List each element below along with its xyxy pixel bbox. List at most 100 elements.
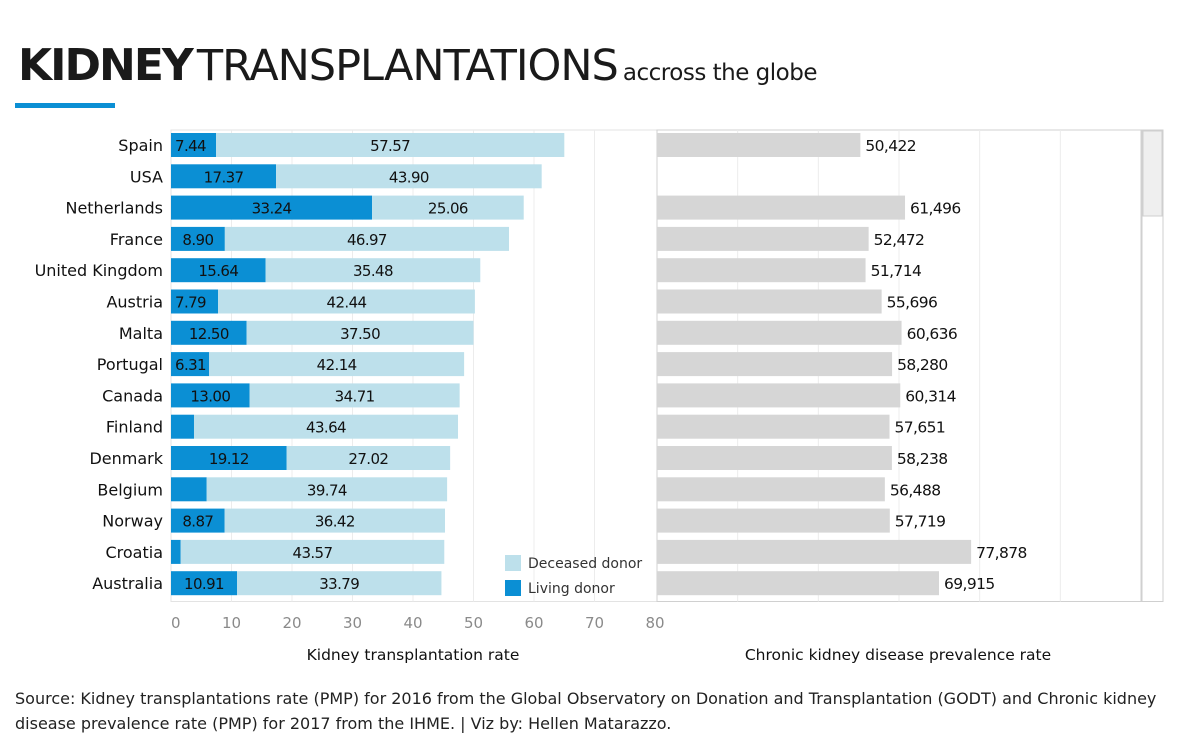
prevalence-bar: [657, 352, 893, 377]
deceased-value-label: 43.90: [389, 168, 429, 186]
title-underline: [15, 103, 115, 108]
deceased-donor-bar: [276, 164, 542, 189]
x-tick-label: 10: [222, 614, 241, 632]
category-label: Denmark: [89, 449, 163, 468]
deceased-value-label: 43.57: [293, 544, 333, 562]
living-value-label: 19.12: [209, 450, 249, 468]
legend: Deceased donor Living donor: [505, 555, 642, 597]
row-denmark: Denmark 19.12 27.02 58,238: [89, 446, 948, 470]
living-value-label: 10.91: [184, 575, 224, 593]
living-value-label: 17.37: [204, 168, 244, 186]
deceased-donor-bar: [286, 446, 451, 470]
prevalence-value-label: 50,422: [865, 137, 916, 155]
chart-canvas: 0 10 20 30 40 50 60 70 80 Kidney transplantation …: [35, 129, 1164, 664]
row-croatia: Croatia 43.57 77,878: [105, 539, 1027, 564]
deceased-donor-bar: [218, 289, 475, 314]
scrollbar-track: [1141, 129, 1164, 602]
legend-swatch-living: [505, 580, 521, 596]
living-donor-bar: [171, 258, 266, 283]
deceased-value-label: 39.74: [307, 481, 347, 499]
row-australia: Australia 10.91 33.79 69,915: [92, 571, 995, 596]
right-axis-title: Chronic kidney disease prevalence rate: [745, 646, 1051, 664]
living-donor-bar: [171, 414, 194, 439]
living-value-label: 7.44: [175, 137, 206, 155]
living-value-label: 8.87: [182, 513, 213, 531]
deceased-value-label: 43.64: [306, 419, 346, 437]
living-donor-bar: [171, 571, 238, 596]
living-donor-bar: [171, 195, 373, 220]
deceased-donor-bar: [209, 352, 465, 377]
living-donor-bar: [171, 164, 277, 189]
row-spain: Spain 7.44 57.57 50,422: [118, 133, 917, 157]
prevalence-value-label: 60,314: [905, 387, 956, 405]
deceased-value-label: 42.14: [317, 356, 357, 374]
deceased-donor-bar: [180, 539, 445, 564]
x-tick-label: 30: [343, 614, 362, 632]
row-france: France 8.90 46.97 52,472: [110, 226, 925, 251]
prevalence-bar: [657, 414, 890, 439]
deceased-value-label: 35.48: [353, 262, 393, 280]
prevalence-value-label: 57,719: [895, 513, 946, 531]
prevalence-bar: [657, 226, 869, 251]
living-value-label: 13.00: [190, 387, 230, 405]
prevalence-bar: [657, 258, 866, 283]
legend-label-living: Living donor: [528, 581, 615, 597]
living-value-label: 15.64: [198, 262, 238, 280]
prevalence-bar: [657, 289, 882, 314]
deceased-value-label: 42.44: [327, 294, 367, 312]
deceased-donor-bar: [193, 414, 459, 439]
legend-label-deceased: Deceased donor: [528, 556, 642, 572]
living-value-label: 8.90: [182, 231, 213, 249]
living-donor-bar: [171, 539, 181, 564]
row-portugal: Portugal 6.31 42.14 58,280: [97, 352, 948, 377]
category-label: United Kingdom: [35, 261, 163, 280]
prevalence-value-label: 69,915: [944, 575, 995, 593]
deceased-value-label: 57.57: [370, 137, 410, 155]
x-tick-label: 70: [585, 614, 604, 632]
category-label: USA: [130, 167, 163, 186]
title-bold: KIDNEY: [18, 40, 194, 91]
deceased-donor-bar: [206, 477, 448, 502]
scrollbar-thumb[interactable]: [1142, 130, 1163, 217]
living-donor-bar: [171, 226, 225, 251]
deceased-value-label: 25.06: [428, 200, 468, 218]
x-tick-label: 80: [645, 614, 664, 632]
chart-title: KIDNEY TRANSPLANTATIONS accross the glob…: [18, 40, 817, 91]
living-value-label: 6.31: [175, 356, 206, 374]
prevalence-bar: [657, 383, 901, 408]
category-label: Spain: [118, 136, 163, 155]
living-value-label: 12.50: [189, 325, 229, 343]
living-donor-bar: [171, 320, 247, 345]
deceased-donor-bar: [224, 508, 446, 533]
deceased-value-label: 33.79: [319, 575, 359, 593]
deceased-donor-bar: [216, 133, 565, 157]
deceased-value-label: 46.97: [347, 231, 387, 249]
deceased-donor-bar: [246, 320, 474, 345]
prevalence-bar: [657, 477, 885, 502]
living-donor-bar: [171, 446, 287, 470]
x-tick-label: 60: [524, 614, 543, 632]
category-label: Norway: [102, 512, 163, 531]
deceased-donor-bar: [372, 195, 524, 220]
x-tick-label: 20: [282, 614, 301, 632]
deceased-donor-bar: [265, 258, 481, 283]
living-value-label: 7.79: [175, 294, 206, 312]
prevalence-bar: [657, 133, 861, 157]
x-tick-label: 50: [464, 614, 483, 632]
category-label: France: [110, 230, 163, 249]
prevalence-value-label: 58,280: [897, 356, 948, 374]
x-tick-label: 40: [403, 614, 422, 632]
deceased-value-label: 36.42: [315, 513, 355, 531]
category-label: Belgium: [97, 480, 163, 499]
left-axis-title: Kidney transplantation rate: [307, 646, 520, 664]
living-donor-bar: [171, 352, 210, 377]
x-tick-label: 0: [171, 614, 181, 632]
category-label: Finland: [106, 418, 163, 437]
row-netherlands: Netherlands 33.24 25.06 61,496: [65, 195, 961, 220]
living-donor-bar: [171, 508, 225, 533]
prevalence-bar: [657, 195, 906, 220]
row-austria: Austria 7.79 42.44 55,696: [106, 289, 938, 314]
row-canada: Canada 13.00 34.71 60,314: [102, 383, 957, 408]
prevalence-value-label: 51,714: [871, 262, 922, 280]
prevalence-bar: [657, 320, 902, 345]
